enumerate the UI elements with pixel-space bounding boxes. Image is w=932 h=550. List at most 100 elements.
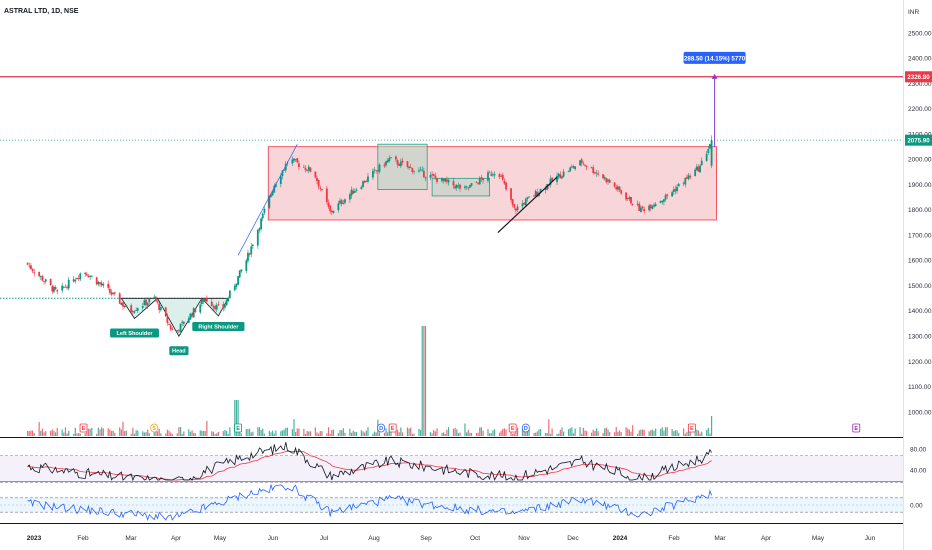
candle-body — [469, 185, 471, 188]
candle-body — [561, 176, 563, 179]
volume-bar — [528, 429, 530, 436]
x-tick-label: Jun — [268, 535, 279, 542]
candle-body — [464, 186, 466, 188]
candle-body — [528, 196, 530, 198]
pattern-label: Right Shoulder — [198, 324, 239, 330]
event-marker — [377, 423, 386, 433]
candle-body — [376, 170, 379, 172]
volume-bar — [444, 433, 446, 436]
volume-bar — [350, 432, 353, 436]
volume-bar — [602, 432, 604, 436]
candle-body — [90, 276, 93, 278]
candle-body — [707, 148, 710, 154]
candle-body — [500, 175, 503, 177]
candle-body — [39, 276, 42, 277]
volume-bar — [418, 428, 420, 436]
x-tick-label: Feb — [668, 535, 680, 542]
candle-body — [79, 273, 82, 280]
candle-body — [260, 218, 263, 229]
volume-bar — [225, 430, 228, 436]
volume-bar — [637, 433, 639, 436]
candle-body — [107, 283, 110, 288]
candle-body — [281, 170, 284, 177]
pattern-label-bg — [110, 328, 159, 338]
volume-bar — [119, 427, 121, 436]
candle-body — [418, 170, 420, 172]
volume-bar — [61, 429, 63, 436]
y-tick-label: 2000.00 — [908, 157, 932, 164]
candle-body — [178, 330, 180, 332]
candle-body — [498, 174, 501, 177]
x-tick-label: Nov — [518, 535, 530, 542]
candle-body — [616, 186, 619, 190]
volume-bar — [332, 429, 335, 436]
volume-bar — [120, 429, 122, 436]
candle-body — [607, 179, 609, 182]
volume-bar — [401, 432, 404, 436]
candle-body — [442, 178, 445, 181]
volume-bar — [710, 416, 713, 436]
candle-body — [205, 297, 208, 302]
volume-bar — [513, 433, 515, 436]
candle-body — [654, 204, 657, 206]
volume-bar — [475, 432, 478, 436]
y-tick-label: 1100.00 — [908, 384, 931, 391]
x-tick-label: Apr — [171, 535, 182, 542]
candle-body — [363, 180, 366, 183]
candle-body — [182, 321, 185, 324]
candle-body — [694, 169, 697, 177]
candle-body — [653, 204, 655, 207]
osc-tick-label: 0.00 — [910, 502, 923, 509]
volume-bar — [650, 430, 652, 436]
candle-body — [159, 307, 162, 311]
candle-body — [321, 189, 323, 191]
candle-body — [143, 300, 146, 306]
volume-bar — [214, 433, 216, 436]
candle-body — [505, 182, 507, 190]
candle-body — [487, 172, 489, 181]
candle-body — [385, 161, 387, 166]
volume-bar — [295, 432, 297, 436]
volume-bar — [365, 430, 367, 436]
event-marker-label: S — [152, 426, 156, 432]
candle-body — [664, 195, 667, 200]
candle-body — [270, 194, 272, 197]
volume-bar — [482, 430, 484, 436]
candle-body — [156, 300, 159, 303]
event-marker — [508, 423, 517, 433]
candle-body — [445, 179, 448, 182]
volume-bar — [466, 432, 468, 436]
measure-badge — [683, 51, 746, 64]
volume-bar — [571, 427, 573, 436]
volume-bar — [273, 433, 275, 436]
candle-body — [256, 229, 259, 246]
volume-bar — [33, 433, 35, 436]
volume-bar — [447, 427, 450, 436]
volume-bar — [569, 428, 571, 436]
volume-bar — [304, 433, 307, 436]
candle-body — [76, 278, 78, 280]
y-tick-label: 1200.00 — [908, 359, 932, 366]
volume-bar — [372, 433, 374, 436]
volume-bar — [546, 432, 548, 436]
candle-body — [639, 207, 642, 213]
candle-body — [689, 176, 692, 178]
candle-body — [429, 175, 432, 178]
candle-body — [352, 190, 355, 194]
volume-bar — [457, 433, 459, 436]
candle-body — [501, 174, 504, 180]
candle-body — [663, 199, 665, 202]
chart-title: ASTRAL LTD, 1D, NSE — [4, 8, 79, 15]
volume-bar — [45, 431, 47, 436]
volume-bar — [459, 432, 461, 436]
volume-bar — [640, 429, 642, 436]
volume-bar — [615, 427, 617, 436]
volume-bar — [170, 432, 172, 436]
candle-body — [676, 187, 678, 192]
volume-bar — [206, 420, 208, 436]
volume-bar — [605, 427, 607, 436]
candle-body — [421, 169, 424, 171]
candle-body — [672, 189, 675, 192]
candle-body — [31, 268, 34, 272]
